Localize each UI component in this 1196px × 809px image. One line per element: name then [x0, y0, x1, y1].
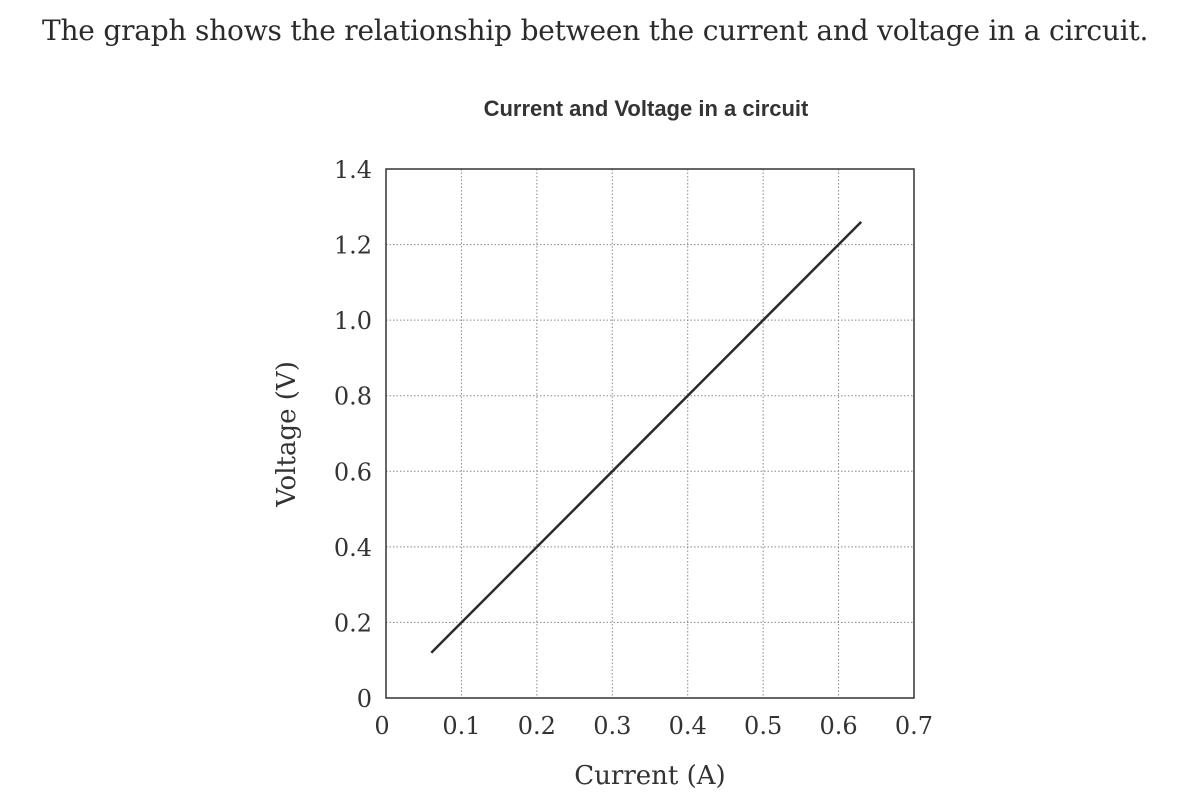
- series-layer: [430, 221, 863, 654]
- y-tick-label: 0.6: [334, 458, 372, 486]
- y-tick-labels: 0 0.2 0.4 0.6 0.8 1.0 1.2 1.4: [334, 156, 372, 713]
- x-tick-labels: 0 0.1 0.2 0.3 0.4 0.5 0.6 0.7: [374, 712, 933, 740]
- x-tick-label: 0.3: [593, 712, 631, 740]
- x-tick-label: 0.7: [895, 712, 933, 740]
- grid-lines: [386, 169, 914, 698]
- x-tick-label: 0.6: [819, 712, 857, 740]
- series-line: [430, 221, 863, 654]
- y-tick-label: 1.0: [334, 307, 372, 335]
- y-axis-label: Voltage (V): [272, 361, 302, 508]
- y-tick-label: 0.8: [334, 383, 372, 411]
- x-tick-label: 0.5: [744, 712, 782, 740]
- y-tick-label: 0: [357, 685, 372, 713]
- x-axis-label: Current (A): [574, 761, 725, 791]
- x-tick-label: 0.1: [442, 712, 480, 740]
- y-tick-label: 1.4: [334, 156, 372, 184]
- plot-area-frame: [385, 168, 915, 699]
- x-tick-label: 0: [374, 712, 389, 740]
- y-tick-label: 0.4: [334, 534, 372, 562]
- y-tick-label: 1.2: [334, 232, 372, 260]
- x-tick-label: 0.4: [669, 712, 707, 740]
- x-tick-label: 0.2: [518, 712, 556, 740]
- chart-title: Current and Voltage in a circuit: [484, 96, 809, 121]
- y-tick-label: 0.2: [334, 609, 372, 637]
- question-text: The graph shows the relationship between…: [42, 14, 1149, 47]
